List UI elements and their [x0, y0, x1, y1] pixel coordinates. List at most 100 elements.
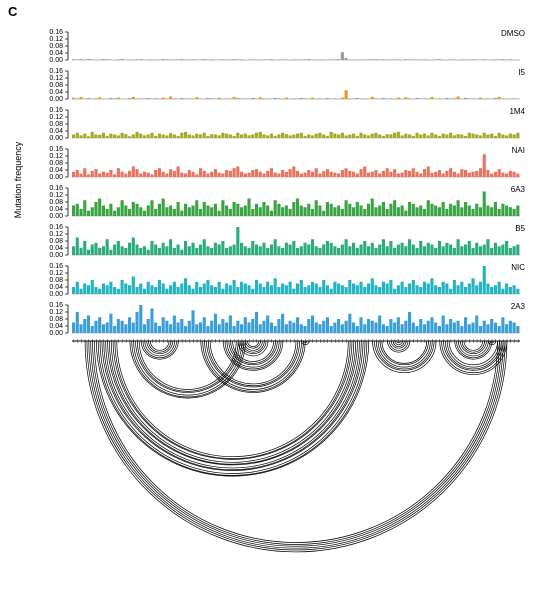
- bar: [314, 322, 318, 333]
- panel-letter: C: [8, 4, 18, 19]
- bar: [225, 283, 229, 294]
- arc: [439, 340, 508, 375]
- bar: [456, 59, 460, 61]
- bar: [232, 326, 236, 333]
- bar: [116, 168, 120, 177]
- bar: [210, 248, 214, 255]
- bar: [505, 173, 509, 177]
- bar: [370, 198, 374, 216]
- bar: [240, 207, 244, 216]
- bar: [195, 248, 199, 255]
- bar: [467, 132, 471, 138]
- bar: [113, 326, 117, 333]
- bar: [157, 133, 161, 139]
- bar: [161, 59, 165, 61]
- bar: [430, 203, 434, 216]
- bar: [109, 249, 113, 255]
- bar: [79, 96, 83, 99]
- bar: [366, 98, 371, 99]
- bar: [381, 281, 385, 294]
- bar: [329, 59, 333, 60]
- bar: [393, 322, 397, 333]
- arc: [135, 340, 241, 393]
- y-tick-label: 0.08: [49, 43, 63, 50]
- bar: [101, 132, 105, 138]
- bar: [415, 97, 419, 99]
- bar: [273, 200, 277, 216]
- bar: [303, 287, 307, 294]
- bar: [501, 134, 505, 138]
- bar: [303, 98, 307, 99]
- bar: [493, 171, 497, 177]
- bar: [460, 98, 464, 100]
- bar: [508, 59, 512, 60]
- bar: [154, 287, 158, 294]
- bar: [512, 209, 516, 216]
- bar: [120, 171, 124, 177]
- bar: [217, 59, 221, 61]
- arc: [90, 340, 502, 547]
- track-1m4: 0.160.120.080.040.00 1M4: [49, 107, 525, 142]
- bar: [169, 324, 173, 333]
- bar: [225, 205, 229, 216]
- bar: [292, 98, 296, 99]
- bar: [254, 59, 259, 61]
- bar: [105, 172, 109, 178]
- bar: [393, 288, 397, 294]
- bar: [150, 241, 154, 255]
- bar: [501, 288, 505, 294]
- bar: [441, 133, 445, 139]
- bar: [445, 170, 449, 178]
- bar: [169, 59, 173, 61]
- bar: [116, 135, 120, 139]
- arc: [396, 340, 401, 344]
- bar: [318, 59, 322, 60]
- bar: [165, 288, 169, 294]
- bar: [79, 248, 83, 255]
- bar: [303, 242, 307, 255]
- bar: [262, 202, 266, 216]
- bar: [113, 244, 117, 255]
- bar: [516, 205, 520, 216]
- bar: [467, 172, 471, 178]
- bar: [206, 280, 210, 294]
- arc: [142, 340, 177, 359]
- bar: [258, 131, 262, 139]
- bar: [449, 59, 453, 60]
- bar: [490, 59, 494, 61]
- bar: [415, 248, 419, 255]
- bar: [258, 324, 262, 333]
- bar: [165, 320, 169, 333]
- helix-arc: [222, 340, 284, 371]
- bar: [284, 285, 288, 294]
- y-tick-label: 0.16: [49, 146, 63, 153]
- bar: [493, 97, 497, 99]
- bar: [120, 280, 124, 294]
- bar: [464, 244, 468, 255]
- bar: [486, 134, 490, 138]
- bar: [516, 288, 520, 294]
- bar: [475, 315, 479, 333]
- bar: [187, 98, 191, 99]
- bar: [169, 205, 173, 216]
- bar: [135, 312, 139, 333]
- bar: [232, 135, 236, 138]
- bar: [198, 98, 203, 99]
- bar: [198, 209, 203, 216]
- bar: [445, 134, 449, 138]
- bar: [75, 132, 79, 138]
- arc: [245, 340, 261, 349]
- bar: [202, 98, 206, 100]
- bar: [348, 134, 352, 138]
- bar: [277, 59, 281, 61]
- series-label: NAI: [512, 146, 525, 155]
- bar: [307, 98, 311, 100]
- y-tick-label: 0.04: [49, 128, 63, 135]
- bar: [370, 96, 374, 99]
- bar: [240, 98, 244, 99]
- helix-arc: [200, 340, 306, 393]
- arc: [224, 340, 282, 370]
- bar: [299, 324, 303, 333]
- bar: [86, 174, 91, 178]
- bar: [202, 170, 206, 178]
